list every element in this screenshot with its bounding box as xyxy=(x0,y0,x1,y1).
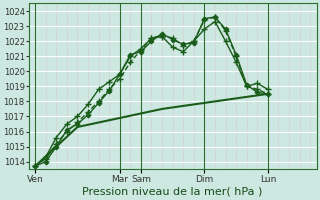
X-axis label: Pression niveau de la mer( hPa ): Pression niveau de la mer( hPa ) xyxy=(83,187,263,197)
